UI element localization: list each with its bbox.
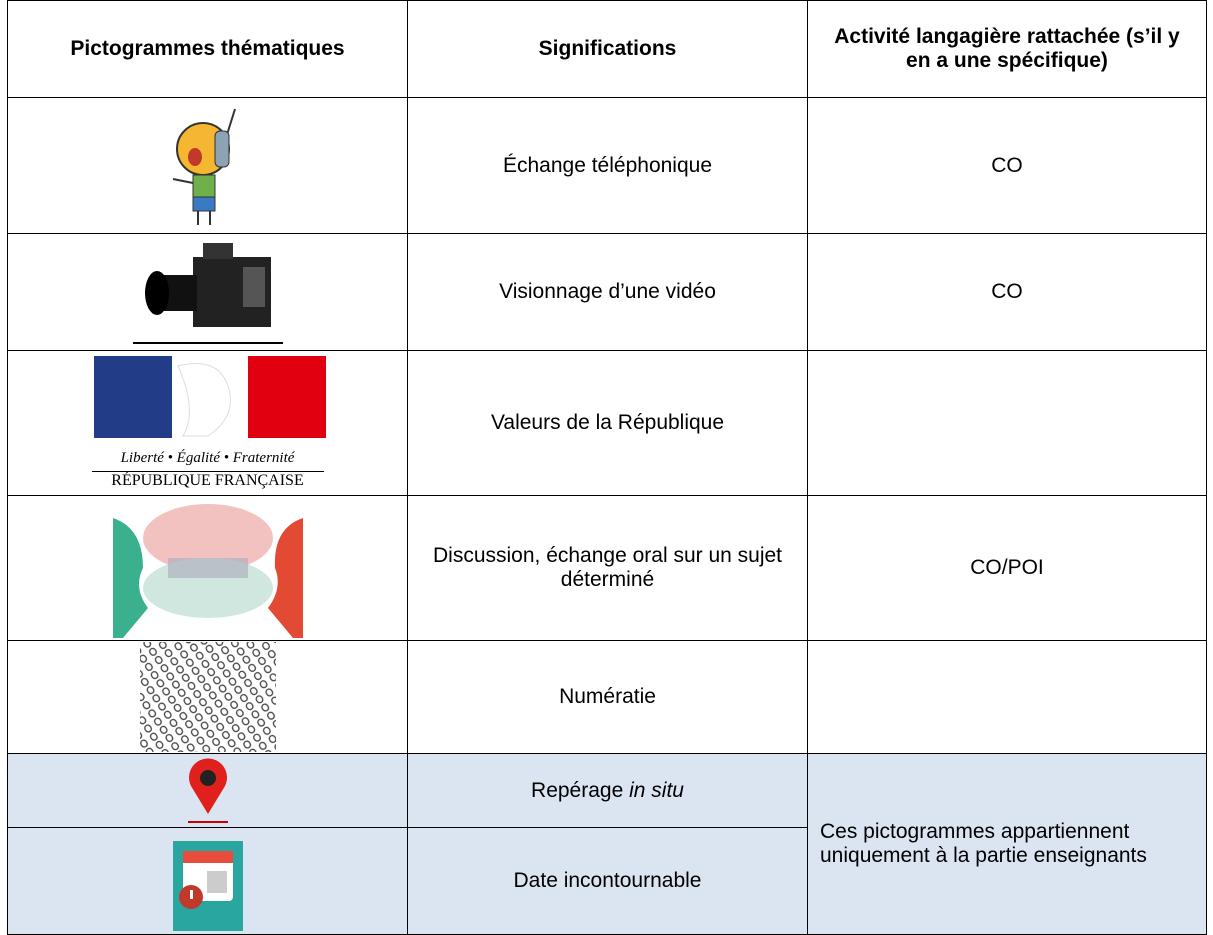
activity-cell	[807, 640, 1207, 754]
phone-icon	[172, 108, 236, 225]
activity-cell: CO	[807, 233, 1207, 351]
header-cell: Activité langagière rattachée (s’il y en…	[807, 0, 1207, 98]
header-cell: Significations	[407, 0, 808, 98]
row: Visionnage d’une vidéo CO	[7, 233, 1207, 351]
logo-name: RÉPUBLIQUE FRANÇAISE	[91, 471, 324, 490]
pictogram-cell	[7, 640, 408, 754]
meaning-italic: in situ	[629, 778, 684, 802]
pictogram-cell	[7, 753, 408, 828]
pictogram-cell	[7, 495, 408, 641]
activity-cell: CO	[807, 97, 1207, 234]
meaning-cell: Numératie	[407, 640, 808, 754]
meaning-text: Repérage	[531, 778, 624, 802]
row: Numératie	[7, 640, 1207, 754]
republic-logo	[93, 356, 326, 438]
pictogram-table: Pictogrammes thématiques Significations …	[7, 0, 1207, 935]
row: Discussion, échange oral sur un sujet dé…	[7, 495, 1207, 641]
pictogram-cell	[7, 97, 408, 234]
row: Échange téléphonique CO	[7, 97, 1207, 234]
pictogram-cell	[7, 827, 408, 935]
meaning-cell: Valeurs de la République	[407, 350, 808, 496]
header-row: Pictogrammes thématiques Significations …	[7, 0, 1207, 98]
row: Repérage in situ Ces pictogrammes appart…	[7, 753, 1207, 935]
digits-icon	[139, 642, 276, 752]
meaning-cell: Discussion, échange oral sur un sujet dé…	[407, 495, 808, 641]
activity-cell	[807, 350, 1207, 496]
camera-icon	[132, 243, 283, 344]
logo-motto: Liberté • Égalité • Fraternité	[120, 450, 295, 466]
shared-activity-cell: Ces pictogrammes appartiennent uniquemen…	[807, 753, 1207, 935]
calendar-icon	[172, 841, 243, 931]
row: Liberté • Égalité • Fraternité RÉPUBLIQU…	[7, 350, 1207, 496]
meaning-cell: Date incontournable	[407, 827, 808, 935]
discussion-icon	[112, 504, 303, 638]
pictogram-cell	[7, 233, 408, 351]
pin-icon	[187, 758, 228, 823]
activity-cell: CO/POI	[807, 495, 1207, 641]
pictogram-cell: Liberté • Égalité • Fraternité RÉPUBLIQU…	[7, 350, 408, 496]
meaning-cell: Repérage in situ	[407, 753, 808, 828]
meaning-cell: Échange téléphonique	[407, 97, 808, 234]
meaning-cell: Visionnage d’une vidéo	[407, 233, 808, 351]
header-cell: Pictogrammes thématiques	[7, 0, 408, 98]
